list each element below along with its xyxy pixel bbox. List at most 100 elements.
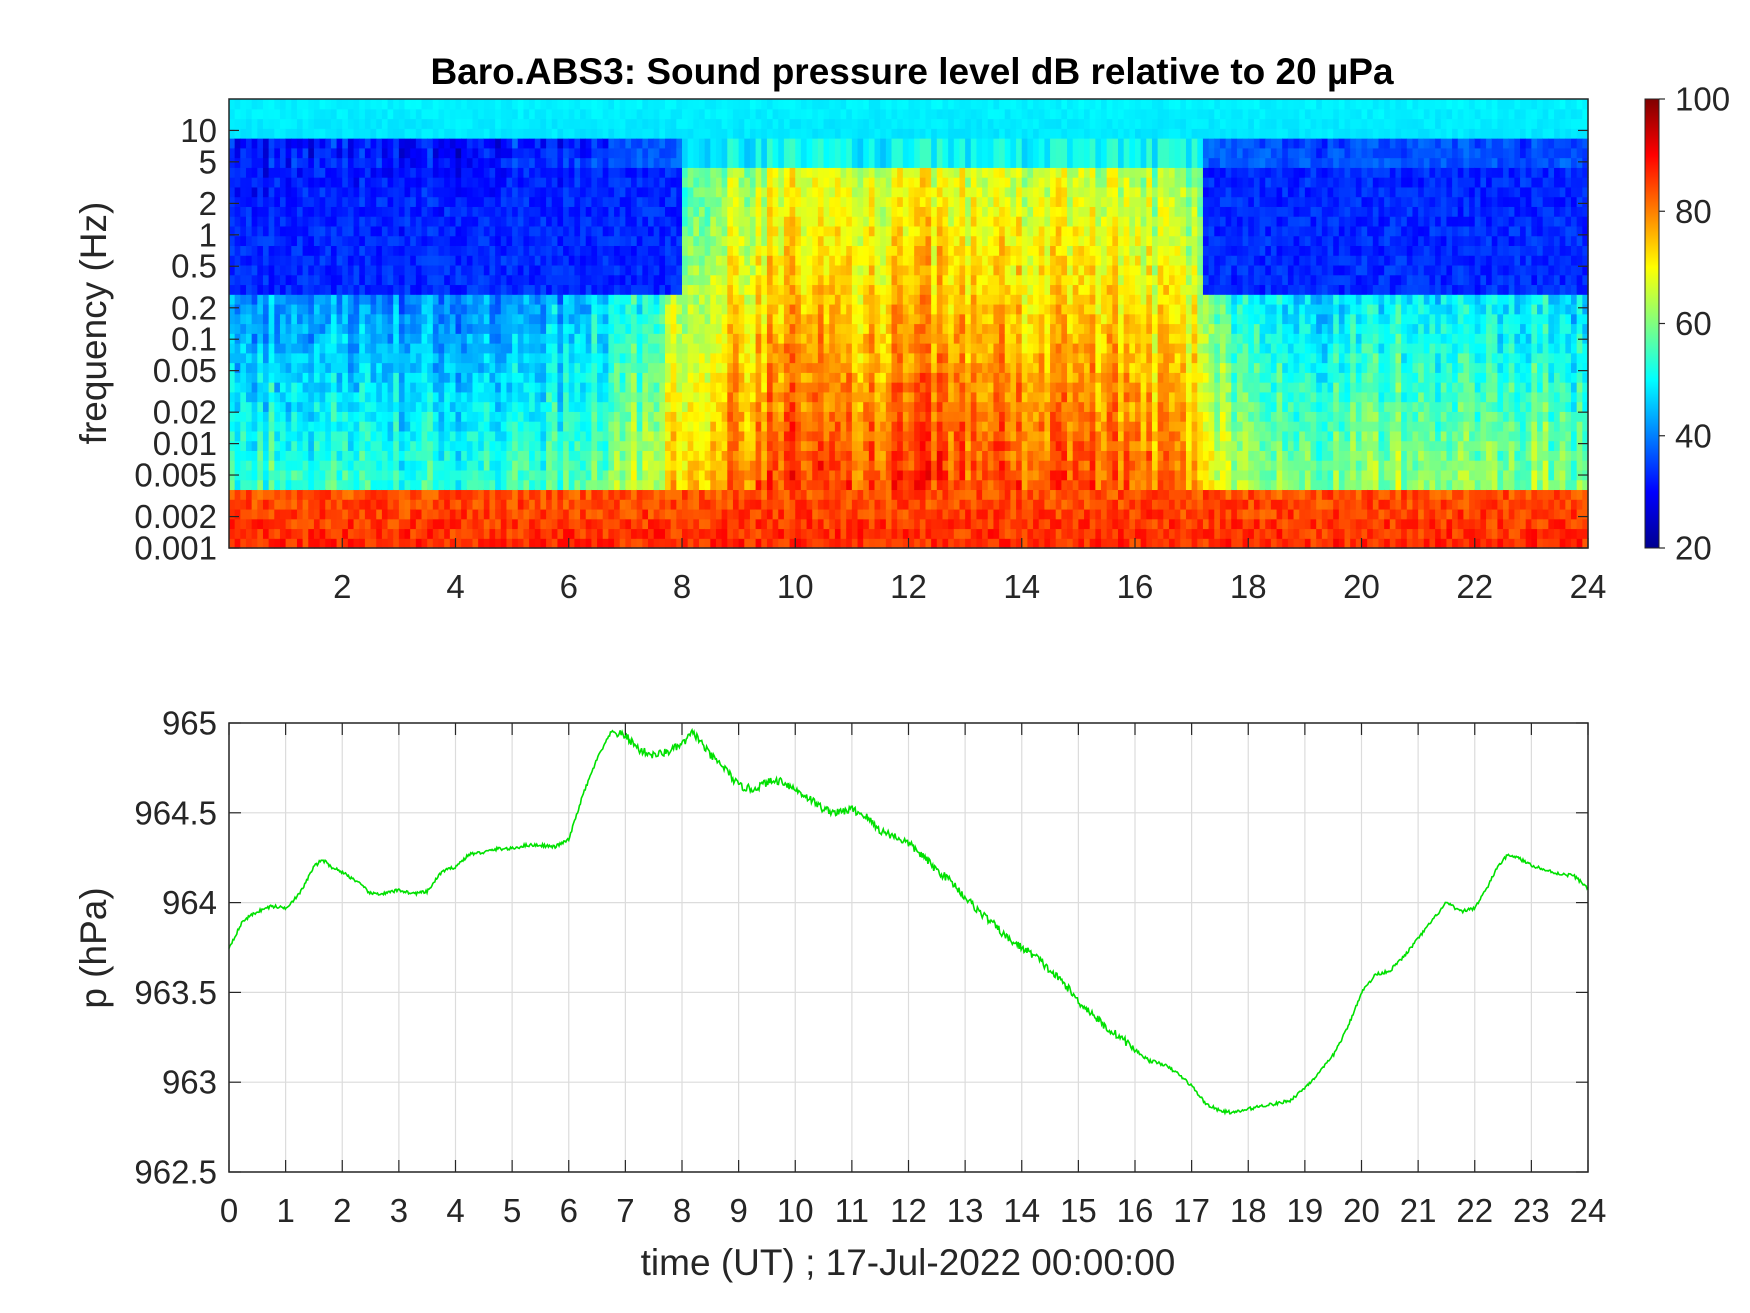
spectrogram-cell [783,118,791,129]
spectrogram-cell [432,167,440,178]
spectrogram-cell [766,343,774,354]
spectrogram-cell [738,372,745,383]
spectrogram-cell [370,128,377,139]
spectrogram-cell [772,99,779,110]
spectrogram-cell [251,372,258,383]
spectrogram-cell [353,186,360,198]
spectrogram-cell [347,177,355,188]
spectrogram-cell [347,138,355,149]
spectrogram-cell [806,372,813,383]
spectrogram-cell [336,284,343,295]
spectrogram-cell [698,235,706,247]
spectrogram-cell [342,225,349,237]
spectrogram-cell [772,138,779,149]
spectrogram-cell [534,450,542,461]
spectrogram-cell [313,323,321,334]
spectrogram-cell [817,157,825,168]
spectrogram-cell [347,99,355,110]
spectrogram-cell [597,401,604,412]
spectrogram-cell [325,108,332,120]
spectrogram-cell [404,99,411,110]
spectrogram-cell [749,264,757,276]
spectrogram-cell [789,255,796,266]
spectrogram-cell [229,264,236,276]
spectrogram-cell [279,352,287,364]
spectrogram-cell [387,186,394,198]
spectrogram-cell [398,118,406,129]
spectrogram-cell [574,372,581,383]
spectrogram-cell [591,303,598,315]
spectrogram-cell [262,499,270,510]
spectrogram-cell [574,177,581,188]
spectrogram-cell [415,528,423,539]
spectrogram-cell [523,469,530,481]
spectrogram-cell [529,469,536,481]
spectrogram-cell [806,343,813,354]
spectrogram-cell [676,518,683,530]
spectrogram-cell [489,440,496,451]
spectrogram-cell [806,479,813,491]
spectrogram-cell [783,538,791,549]
spectrogram-cell [682,147,689,159]
spectrogram-cell [687,372,694,383]
spectrogram-cell [580,225,587,237]
spectrogram-cell [744,294,751,305]
spectrogram-cell [642,362,649,373]
spectrogram-cell [585,391,592,403]
spectrogram-cell [393,421,400,432]
spectrogram-cell [512,186,519,198]
spectrogram-cell [806,108,813,120]
spectrogram-cell [461,362,468,373]
spectrogram-cell [670,177,677,188]
spectrogram-cell [427,157,434,168]
spectrogram-cell [783,167,791,178]
spectrogram-cell [330,177,338,188]
spectrogram-cell [393,255,400,266]
spectrogram-cell [415,235,423,247]
spectrogram-cell [755,235,762,247]
spectrogram-cell [421,108,428,120]
spectrogram-cell [761,352,768,364]
spectrogram-heatmap [229,99,1589,549]
spectrogram-cell [319,518,326,530]
spectrogram-cell [732,255,740,266]
spectrogram-cell [364,284,372,295]
spectrogram-cell [563,186,570,198]
spectrogram-cell [665,274,672,286]
spectrogram-cell [506,264,513,276]
spectrogram-cell [523,206,530,217]
spectrogram-cell [546,274,553,286]
spectrogram-cell [364,294,372,305]
spectrogram-cell [495,303,502,315]
spectrogram-cell [438,138,445,149]
spectrogram-cell [410,186,417,198]
spectrogram-cell [659,391,666,403]
spectrogram-cell [840,294,847,305]
spectrogram-cell [427,508,434,520]
spectrogram-cell [342,518,349,530]
spectrogram-cell [574,196,581,207]
spectrogram-cell [704,225,711,237]
spectrogram-cell [229,382,236,393]
spectrogram-cell [715,118,723,129]
spectrogram-cell [478,489,485,500]
spectrogram-cell [512,489,519,500]
spectrogram-cell [376,538,383,549]
spectrogram-cell [834,508,842,520]
spectrogram-cell [693,538,700,549]
spectrogram-cell [313,391,321,403]
spectrogram-cell [495,421,502,432]
spectrogram-cell [257,118,264,129]
spectrogram-cell [234,323,241,334]
spectrogram-cell [642,167,649,178]
spectrogram-cell [817,167,825,178]
spectrogram-cell [449,430,457,442]
spectrogram-cell [625,518,632,530]
spectrogram-cell [817,508,825,520]
spectrogram-cell [563,177,570,188]
spectrogram-cell [393,284,400,295]
spectrogram-cell [608,108,615,120]
spectrogram-cell [597,362,604,373]
spectrogram-cell [478,508,485,520]
spectrogram-cell [313,382,321,393]
